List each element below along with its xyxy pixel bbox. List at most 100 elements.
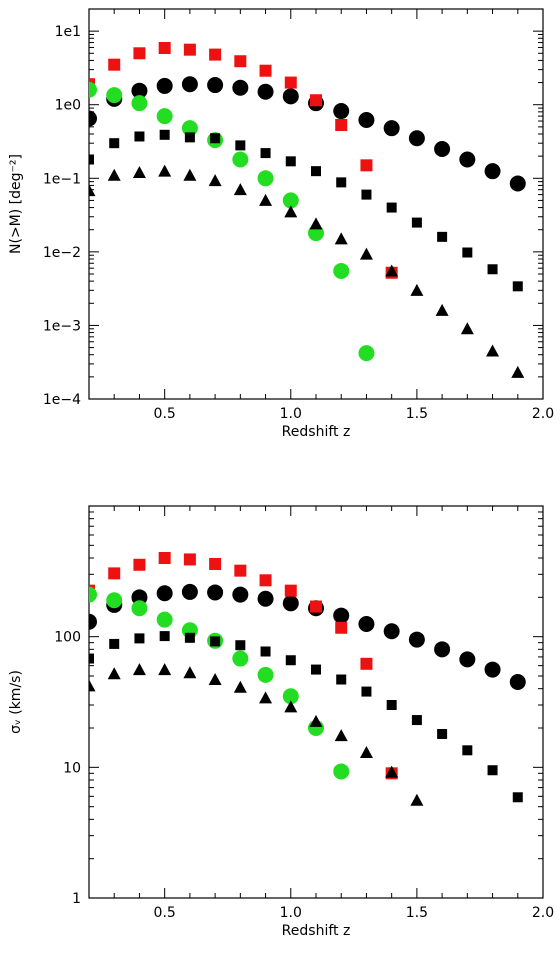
data-point-series-2: [156, 611, 173, 628]
data-point-series-3: [134, 633, 145, 644]
data-point-series-4: [233, 680, 247, 693]
data-point-series-1: [310, 600, 322, 613]
data-point-series-1: [335, 621, 348, 634]
data-point-series-0: [156, 77, 173, 94]
data-point-series-0: [207, 77, 224, 94]
data-point-series-1: [284, 76, 297, 89]
data-point-series-2: [106, 87, 123, 104]
data-point-series-3: [437, 728, 448, 739]
x-tick-label: 0.5: [154, 406, 176, 422]
data-point-series-3: [109, 138, 120, 149]
y-tick-label: 100: [54, 630, 81, 646]
data-point-series-3: [487, 765, 498, 776]
x-axis-label: Redshift z: [282, 424, 351, 440]
data-point-series-1: [108, 58, 121, 71]
data-point-series-3: [260, 148, 271, 159]
data-point-series-1: [259, 64, 272, 77]
data-point-series-3: [487, 264, 498, 275]
data-point-series-4: [107, 168, 121, 181]
y-tick-label: 1e−4: [43, 392, 81, 408]
data-point-series-2: [131, 95, 148, 112]
data-point-series-4: [385, 765, 399, 778]
data-point-series-4: [359, 247, 373, 260]
data-point-series-4: [309, 217, 323, 230]
data-point-series-3: [512, 792, 523, 803]
data-point-series-0: [509, 175, 526, 192]
data-point-series-1: [183, 43, 196, 56]
data-point-series-0: [408, 631, 425, 648]
data-point-series-0: [89, 110, 97, 127]
data-point-series-2: [106, 592, 123, 609]
data-point-series-2: [333, 262, 350, 279]
data-point-series-4: [385, 264, 399, 277]
data-point-series-2: [89, 586, 97, 603]
y-tick-label: 1: [72, 891, 81, 907]
data-point-series-0: [207, 584, 224, 601]
data-point-series-0: [257, 590, 274, 607]
plot-frame: [88, 8, 544, 400]
plot-frame: [88, 505, 544, 899]
data-point-series-0: [232, 586, 249, 603]
data-point-series-4: [158, 663, 172, 676]
data-point-series-4: [435, 303, 449, 316]
data-point-series-0: [333, 607, 350, 624]
data-point-series-4: [89, 679, 96, 692]
data-point-series-3: [411, 715, 422, 726]
data-point-series-3: [361, 189, 372, 200]
x-tick-label: 1.5: [406, 406, 428, 422]
data-point-series-0: [484, 163, 501, 180]
data-point-series-0: [232, 79, 249, 96]
data-point-series-4: [183, 666, 197, 679]
data-point-series-4: [284, 205, 298, 218]
data-point-series-2: [282, 688, 299, 705]
data-point-series-3: [336, 177, 347, 188]
data-point-series-2: [333, 763, 350, 780]
data-point-series-2: [181, 120, 198, 137]
data-point-series-1: [234, 55, 247, 68]
data-point-series-3: [285, 156, 296, 167]
data-point-series-0: [459, 151, 476, 168]
data-point-series-0: [358, 111, 375, 128]
data-point-series-3: [159, 631, 170, 642]
y-axis-label: N(>M) [deg⁻²]: [8, 154, 24, 254]
data-point-series-0: [282, 595, 299, 612]
data-point-series-0: [484, 661, 501, 678]
data-point-series-0: [383, 120, 400, 137]
data-point-series-0: [257, 83, 274, 100]
y-tick-label: 1e−3: [43, 318, 81, 334]
data-point-series-0: [383, 623, 400, 640]
x-tick-label: 2.0: [532, 905, 554, 921]
data-point-series-4: [309, 714, 323, 727]
data-point-series-3: [512, 281, 523, 292]
data-point-series-2: [358, 345, 375, 362]
data-point-series-0: [156, 585, 173, 602]
data-point-series-2: [232, 151, 249, 168]
data-point-series-3: [311, 166, 321, 177]
panel-number-density: 0.5 1.0 1.5 2.0 1e−4 1e−3 1e−2 1e−1 1e0 1e1 Redshi…: [8, 8, 554, 440]
data-point-series-0: [434, 641, 451, 658]
data-point-series-2: [257, 666, 274, 683]
data-point-series-2: [131, 600, 148, 617]
data-point-series-4: [107, 667, 121, 680]
data-point-series-4: [89, 184, 96, 197]
data-point-series-3: [437, 231, 448, 242]
data-markers: [89, 42, 526, 378]
data-point-series-4: [410, 283, 424, 296]
data-point-series-4: [158, 164, 172, 177]
data-point-series-3: [285, 655, 296, 666]
data-point-series-0: [333, 103, 350, 120]
data-point-series-2: [232, 650, 249, 667]
y-tick-label: 1e−2: [43, 245, 81, 261]
data-point-series-0: [181, 583, 198, 600]
data-point-series-3: [336, 674, 347, 685]
data-point-series-1: [310, 94, 322, 107]
x-axis-label: Redshift z: [282, 923, 351, 939]
data-point-series-3: [260, 646, 271, 657]
data-point-series-0: [434, 141, 451, 158]
data-point-series-1: [209, 557, 222, 570]
data-point-series-0: [131, 82, 148, 99]
data-point-series-4: [359, 745, 373, 758]
data-point-series-0: [358, 616, 375, 633]
data-point-series-3: [411, 217, 422, 228]
